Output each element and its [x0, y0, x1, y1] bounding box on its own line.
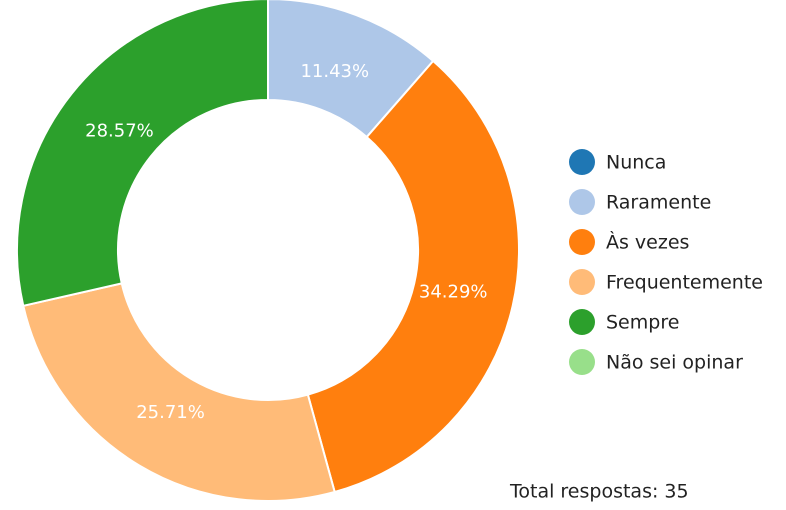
- slice-label: 34.29%: [419, 281, 488, 302]
- legend-swatch: [569, 309, 595, 335]
- legend-label: Não sei opinar: [606, 352, 743, 374]
- slice-label: 28.57%: [85, 121, 154, 142]
- legend-swatch: [569, 269, 595, 295]
- legend-swatch: [569, 349, 595, 375]
- total-annotation: Total respostas: 35: [509, 481, 689, 503]
- legend-swatch: [569, 229, 595, 255]
- donut-slice: [306, 59, 520, 494]
- legend-label: Frequentemente: [606, 272, 763, 294]
- legend-label: Às vezes: [606, 231, 689, 254]
- slice-label: 11.43%: [300, 61, 369, 82]
- legend-swatch: [569, 149, 595, 175]
- legend-swatch: [569, 189, 595, 215]
- donut-slice: [22, 282, 336, 502]
- slice-label: 25.71%: [136, 402, 205, 423]
- legend-label: Sempre: [606, 312, 679, 334]
- legend-label: Nunca: [606, 152, 666, 174]
- donut-slice: [16, 0, 269, 308]
- legend-label: Raramente: [606, 192, 711, 214]
